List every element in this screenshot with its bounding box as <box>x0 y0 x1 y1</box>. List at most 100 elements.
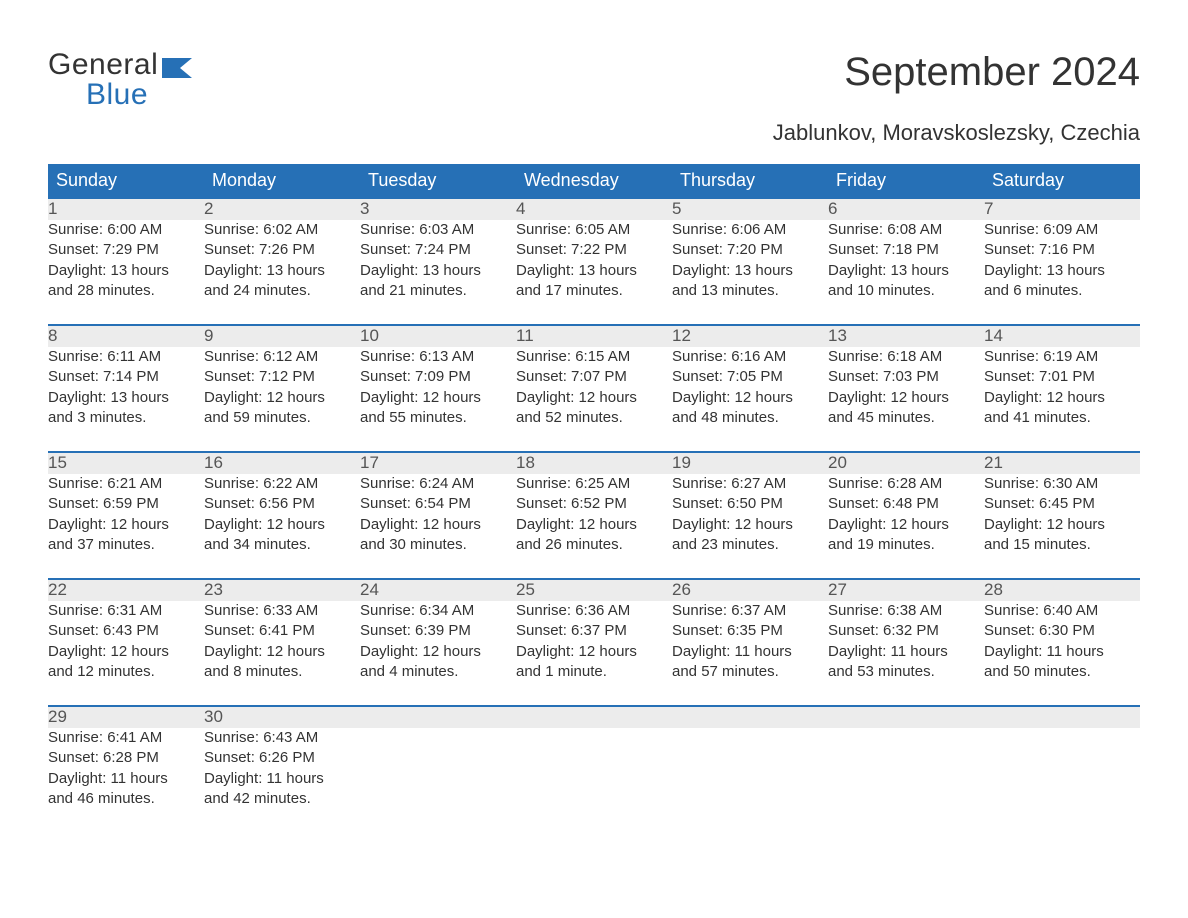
day-number: 11 <box>516 325 672 347</box>
daylight-text: and 52 minutes. <box>516 408 672 428</box>
daylight-text: and 37 minutes. <box>48 535 204 555</box>
day-data-row: Sunrise: 6:31 AMSunset: 6:43 PMDaylight:… <box>48 601 1140 682</box>
daylight-text: and 15 minutes. <box>984 535 1140 555</box>
day-number: 29 <box>48 706 204 728</box>
day-cell: Sunrise: 6:25 AMSunset: 6:52 PMDaylight:… <box>516 474 672 555</box>
sunset-text: Sunset: 7:26 PM <box>204 240 360 260</box>
daylight-text: Daylight: 11 hours <box>204 769 360 789</box>
sunrise-text: Sunrise: 6:05 AM <box>516 220 672 240</box>
daylight-text: Daylight: 12 hours <box>204 388 360 408</box>
day-number: 25 <box>516 579 672 601</box>
day-number: 19 <box>672 452 828 474</box>
calendar-table: Sunday Monday Tuesday Wednesday Thursday… <box>48 164 1140 809</box>
sunset-text: Sunset: 7:16 PM <box>984 240 1140 260</box>
logo: General Blue <box>48 50 198 110</box>
sunrise-text: Sunrise: 6:13 AM <box>360 347 516 367</box>
sunrise-text: Sunrise: 6:08 AM <box>828 220 984 240</box>
sunrise-text: Sunrise: 6:43 AM <box>204 728 360 748</box>
daylight-text: and 10 minutes. <box>828 281 984 301</box>
daylight-text: Daylight: 13 hours <box>360 261 516 281</box>
sunset-text: Sunset: 6:41 PM <box>204 621 360 641</box>
daylight-text: and 48 minutes. <box>672 408 828 428</box>
day-number: 24 <box>360 579 516 601</box>
sunset-text: Sunset: 6:26 PM <box>204 748 360 768</box>
sunrise-text: Sunrise: 6:25 AM <box>516 474 672 494</box>
day-cell: Sunrise: 6:06 AMSunset: 7:20 PMDaylight:… <box>672 220 828 301</box>
day-number: 22 <box>48 579 204 601</box>
daylight-text: and 41 minutes. <box>984 408 1140 428</box>
empty-cell <box>516 728 672 809</box>
sunset-text: Sunset: 7:07 PM <box>516 367 672 387</box>
day-cell: Sunrise: 6:03 AMSunset: 7:24 PMDaylight:… <box>360 220 516 301</box>
day-number: 13 <box>828 325 984 347</box>
sunrise-text: Sunrise: 6:36 AM <box>516 601 672 621</box>
day-cell: Sunrise: 6:30 AMSunset: 6:45 PMDaylight:… <box>984 474 1140 555</box>
day-number: 17 <box>360 452 516 474</box>
day-cell: Sunrise: 6:40 AMSunset: 6:30 PMDaylight:… <box>984 601 1140 682</box>
weekday-header: Friday <box>828 164 984 198</box>
day-cell: Sunrise: 6:02 AMSunset: 7:26 PMDaylight:… <box>204 220 360 301</box>
day-number: 1 <box>48 198 204 220</box>
daylight-text: and 45 minutes. <box>828 408 984 428</box>
sunrise-text: Sunrise: 6:06 AM <box>672 220 828 240</box>
sunset-text: Sunset: 6:50 PM <box>672 494 828 514</box>
daylight-text: and 17 minutes. <box>516 281 672 301</box>
daylight-text: Daylight: 12 hours <box>516 515 672 535</box>
sunrise-text: Sunrise: 6:41 AM <box>48 728 204 748</box>
location: Jablunkov, Moravskoslezsky, Czechia <box>48 120 1140 146</box>
weekday-header: Wednesday <box>516 164 672 198</box>
day-number: 26 <box>672 579 828 601</box>
daylight-text: and 55 minutes. <box>360 408 516 428</box>
day-cell: Sunrise: 6:00 AMSunset: 7:29 PMDaylight:… <box>48 220 204 301</box>
sunset-text: Sunset: 6:48 PM <box>828 494 984 514</box>
daylight-text: Daylight: 12 hours <box>828 388 984 408</box>
daylight-text: Daylight: 13 hours <box>672 261 828 281</box>
day-number: 2 <box>204 198 360 220</box>
empty-cell <box>672 728 828 809</box>
daylight-text: Daylight: 12 hours <box>984 388 1140 408</box>
day-number: 20 <box>828 452 984 474</box>
sunset-text: Sunset: 7:03 PM <box>828 367 984 387</box>
day-number-row: 22232425262728 <box>48 579 1140 601</box>
daylight-text: and 46 minutes. <box>48 789 204 809</box>
day-number: 16 <box>204 452 360 474</box>
empty-cell <box>984 706 1140 728</box>
day-cell: Sunrise: 6:24 AMSunset: 6:54 PMDaylight:… <box>360 474 516 555</box>
empty-cell <box>672 706 828 728</box>
day-cell: Sunrise: 6:16 AMSunset: 7:05 PMDaylight:… <box>672 347 828 428</box>
day-cell: Sunrise: 6:22 AMSunset: 6:56 PMDaylight:… <box>204 474 360 555</box>
daylight-text: and 50 minutes. <box>984 662 1140 682</box>
sunset-text: Sunset: 6:37 PM <box>516 621 672 641</box>
daylight-text: and 12 minutes. <box>48 662 204 682</box>
sunset-text: Sunset: 6:35 PM <box>672 621 828 641</box>
sunset-text: Sunset: 7:12 PM <box>204 367 360 387</box>
sunset-text: Sunset: 7:29 PM <box>48 240 204 260</box>
day-number: 30 <box>204 706 360 728</box>
sunset-text: Sunset: 6:30 PM <box>984 621 1140 641</box>
day-cell: Sunrise: 6:12 AMSunset: 7:12 PMDaylight:… <box>204 347 360 428</box>
day-number: 14 <box>984 325 1140 347</box>
sunrise-text: Sunrise: 6:11 AM <box>48 347 204 367</box>
daylight-text: Daylight: 12 hours <box>360 388 516 408</box>
day-number: 23 <box>204 579 360 601</box>
day-cell: Sunrise: 6:15 AMSunset: 7:07 PMDaylight:… <box>516 347 672 428</box>
daylight-text: Daylight: 13 hours <box>48 261 204 281</box>
sunset-text: Sunset: 7:01 PM <box>984 367 1140 387</box>
day-number-row: 2930 <box>48 706 1140 728</box>
sunset-text: Sunset: 7:09 PM <box>360 367 516 387</box>
sunrise-text: Sunrise: 6:18 AM <box>828 347 984 367</box>
daylight-text: Daylight: 13 hours <box>516 261 672 281</box>
day-number: 12 <box>672 325 828 347</box>
daylight-text: Daylight: 13 hours <box>984 261 1140 281</box>
day-cell: Sunrise: 6:08 AMSunset: 7:18 PMDaylight:… <box>828 220 984 301</box>
day-number-row: 15161718192021 <box>48 452 1140 474</box>
day-cell: Sunrise: 6:31 AMSunset: 6:43 PMDaylight:… <box>48 601 204 682</box>
empty-cell <box>516 706 672 728</box>
sunset-text: Sunset: 7:20 PM <box>672 240 828 260</box>
day-number: 5 <box>672 198 828 220</box>
logo-line1: General <box>48 50 158 80</box>
flag-icon <box>162 54 198 85</box>
logo-line2: Blue <box>86 80 158 110</box>
day-number: 28 <box>984 579 1140 601</box>
sunrise-text: Sunrise: 6:22 AM <box>204 474 360 494</box>
